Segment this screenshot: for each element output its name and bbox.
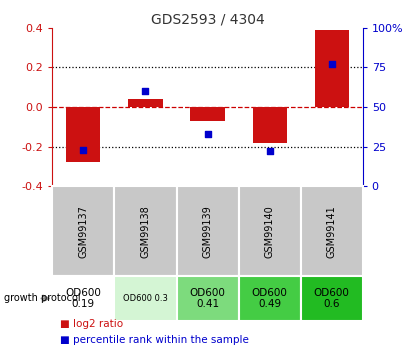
Text: growth protocol: growth protocol: [4, 294, 81, 303]
Text: GSM99140: GSM99140: [265, 205, 274, 257]
Text: GSM99138: GSM99138: [141, 205, 150, 257]
Text: OD600
0.6: OD600 0.6: [314, 288, 350, 309]
Point: [266, 149, 273, 154]
Title: GDS2593 / 4304: GDS2593 / 4304: [151, 12, 264, 27]
Point: [328, 61, 335, 67]
Text: OD600
0.19: OD600 0.19: [65, 288, 102, 309]
Text: OD600 0.3: OD600 0.3: [123, 294, 168, 303]
Bar: [239, 186, 301, 276]
Bar: [315, 30, 349, 107]
Bar: [52, 276, 114, 321]
Bar: [114, 276, 177, 321]
Bar: [177, 276, 239, 321]
Text: ■ log2 ratio: ■ log2 ratio: [60, 319, 124, 329]
Bar: [301, 276, 363, 321]
Point: [80, 147, 87, 152]
Bar: [191, 107, 224, 121]
Bar: [253, 107, 287, 143]
Text: GSM99141: GSM99141: [327, 205, 337, 257]
Text: GSM99137: GSM99137: [79, 205, 88, 258]
Bar: [114, 186, 177, 276]
Bar: [52, 186, 114, 276]
Point: [204, 131, 211, 137]
Bar: [239, 276, 301, 321]
Text: OD600
0.49: OD600 0.49: [251, 288, 288, 309]
Bar: [301, 186, 363, 276]
Text: ■ percentile rank within the sample: ■ percentile rank within the sample: [60, 335, 249, 345]
Text: OD600
0.41: OD600 0.41: [189, 288, 226, 309]
Bar: [177, 186, 239, 276]
Point: [142, 88, 149, 94]
Text: GSM99139: GSM99139: [203, 205, 212, 257]
Bar: [66, 107, 100, 162]
Bar: [129, 99, 162, 107]
